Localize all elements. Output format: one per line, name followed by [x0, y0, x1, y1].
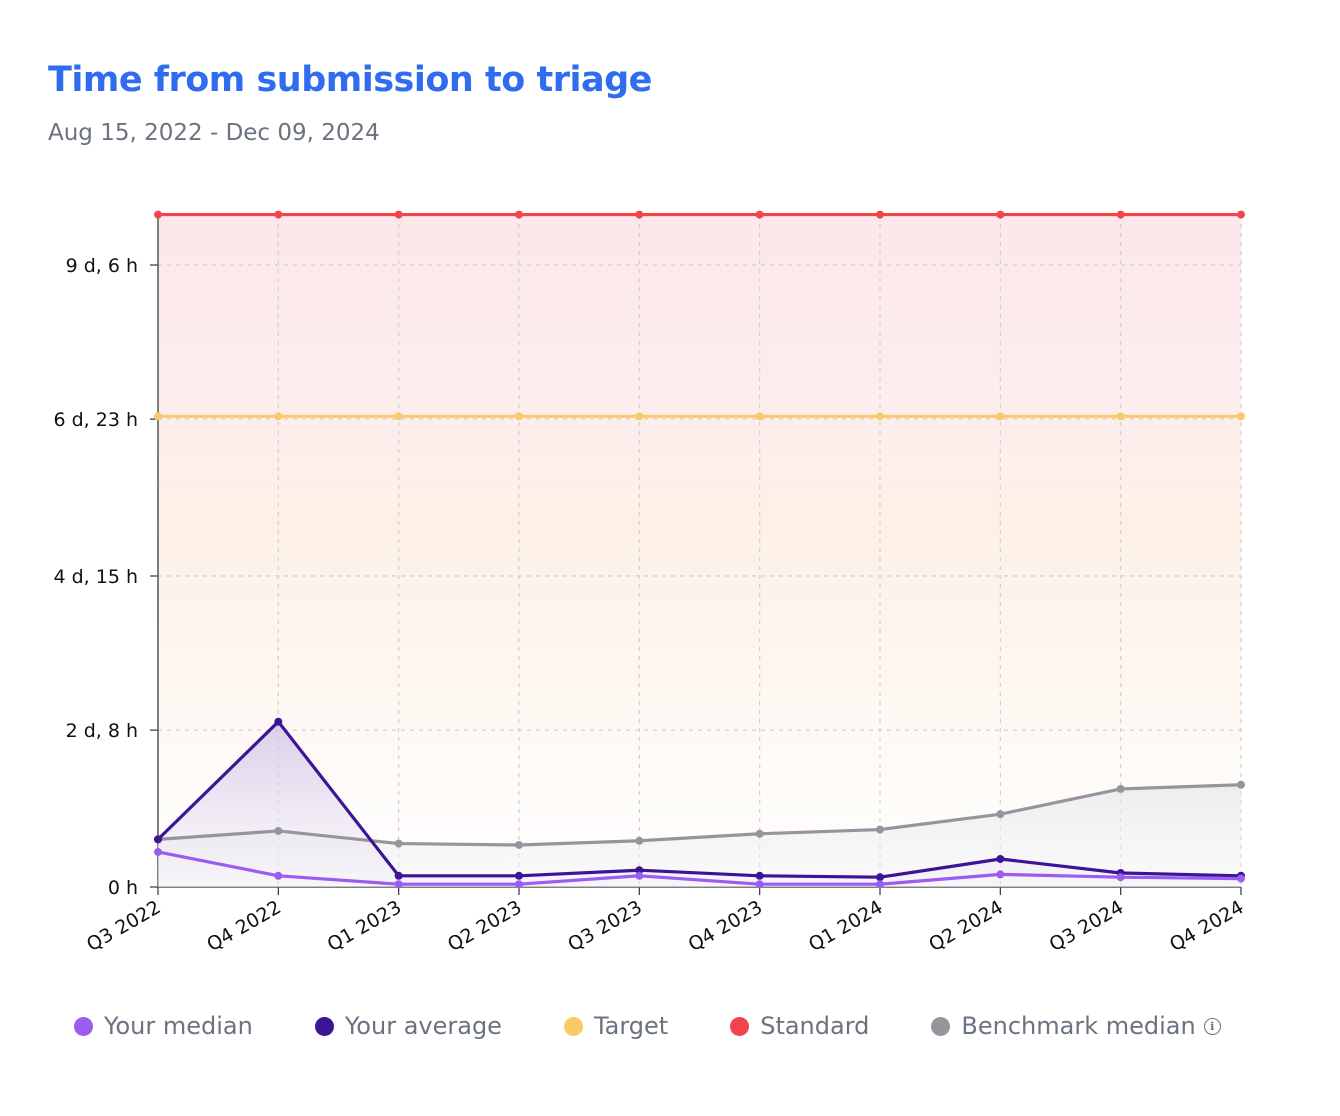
standard-point	[274, 210, 283, 219]
legend-dot-icon	[314, 1016, 334, 1036]
median-point	[996, 870, 1005, 879]
median-point	[274, 871, 283, 880]
legend-dot-icon	[931, 1016, 951, 1036]
legend-item-benchmark-median[interactable]: Benchmark median i	[931, 1012, 1221, 1040]
benchmark-point	[996, 810, 1005, 819]
target-point	[996, 412, 1005, 421]
legend-dot-icon	[74, 1016, 93, 1036]
legend-label: Your average	[344, 1012, 502, 1040]
standard-point	[515, 210, 523, 219]
info-icon[interactable]: i	[1203, 1017, 1221, 1035]
legend-label: Your median	[104, 1012, 253, 1040]
plot-background	[158, 215, 1241, 887]
target-point	[515, 412, 523, 421]
target-point	[394, 412, 403, 421]
standard-point	[996, 210, 1005, 219]
average-point	[755, 871, 764, 880]
average-point	[394, 871, 403, 880]
x-tick-label: Q4 2024	[1166, 896, 1248, 956]
benchmark-point	[635, 836, 644, 845]
date-range: Aug 15, 2022 - Dec 09, 2024	[48, 120, 380, 146]
average-line	[156, 720, 1242, 879]
benchmark-point	[1116, 784, 1125, 793]
target-point	[1116, 412, 1125, 421]
standard-point	[635, 210, 644, 219]
chart-legend: Your median Your average Target Standard…	[74, 1012, 1221, 1040]
y-tick-label: 0 h	[108, 877, 138, 899]
x-tick-label: Q3 2022	[83, 896, 165, 956]
standard-point	[1116, 210, 1125, 219]
average-point	[154, 835, 162, 844]
median-line	[157, 850, 1242, 886]
x-tick-label: Q2 2023	[444, 896, 526, 956]
x-tick-label: Q1 2023	[324, 896, 406, 956]
standard-point	[1237, 210, 1245, 219]
standard-point	[755, 210, 764, 219]
x-tick-label: Q3 2024	[1046, 896, 1128, 956]
benchmark-area	[158, 784, 1241, 887]
x-tick-label: Q2 2024	[925, 896, 1007, 956]
median-point	[1116, 873, 1125, 882]
benchmark-point	[274, 826, 283, 835]
y-tick-label: 6 d, 23 h	[53, 409, 138, 431]
target-point	[154, 412, 162, 421]
target-point	[274, 412, 283, 421]
legend-item-your-average[interactable]: Your average	[314, 1012, 502, 1040]
x-tick-label: Q4 2023	[685, 896, 767, 956]
x-tick-label: Q3 2023	[564, 896, 646, 956]
legend-dot-icon	[563, 1016, 583, 1036]
standard-point	[394, 210, 403, 219]
target-point	[1237, 412, 1245, 421]
standard-point	[154, 210, 162, 219]
median-point	[394, 880, 403, 889]
legend-item-standard[interactable]: Standard	[730, 1012, 869, 1040]
legend-label: Benchmark median	[961, 1012, 1196, 1040]
average-point	[876, 873, 884, 882]
y-tick-label: 9 d, 6 h	[66, 255, 138, 277]
median-point	[154, 847, 162, 856]
median-point	[515, 880, 523, 889]
average-point	[996, 854, 1005, 863]
y-tick-label: 2 d, 8 h	[66, 720, 138, 742]
chart-plot: 0 h 2 d, 8 h 4 d, 15 h 6 d, 23 h 9 d, 6 h Q3 …	[53, 210, 1248, 956]
benchmark-point	[394, 839, 403, 848]
target-point	[876, 412, 884, 421]
median-point	[755, 880, 764, 889]
legend-label: Standard	[760, 1012, 870, 1040]
benchmark-line	[157, 783, 1242, 847]
y-tick-label: 4 d, 15 h	[53, 566, 138, 588]
average-area	[158, 721, 1241, 887]
average-point	[515, 871, 523, 880]
median-point	[635, 871, 644, 880]
benchmark-point	[876, 825, 884, 834]
legend-label: Target	[593, 1012, 669, 1040]
legend-dot-icon	[730, 1016, 750, 1036]
average-point	[274, 717, 283, 726]
benchmark-point	[1237, 780, 1245, 789]
chart-title: Time from submission to triage	[48, 60, 652, 100]
legend-item-target[interactable]: Target	[563, 1012, 669, 1040]
legend-item-your-median[interactable]: Your median	[74, 1012, 253, 1040]
target-point	[635, 412, 644, 421]
x-tick-label: Q1 2024	[805, 896, 887, 956]
standard-point	[876, 210, 884, 219]
target-point	[755, 412, 764, 421]
benchmark-point	[515, 840, 523, 849]
median-point	[876, 880, 884, 889]
benchmark-point	[755, 829, 764, 838]
median-point	[1237, 874, 1245, 883]
x-tick-label: Q4 2022	[203, 896, 285, 956]
average-point	[635, 866, 644, 875]
